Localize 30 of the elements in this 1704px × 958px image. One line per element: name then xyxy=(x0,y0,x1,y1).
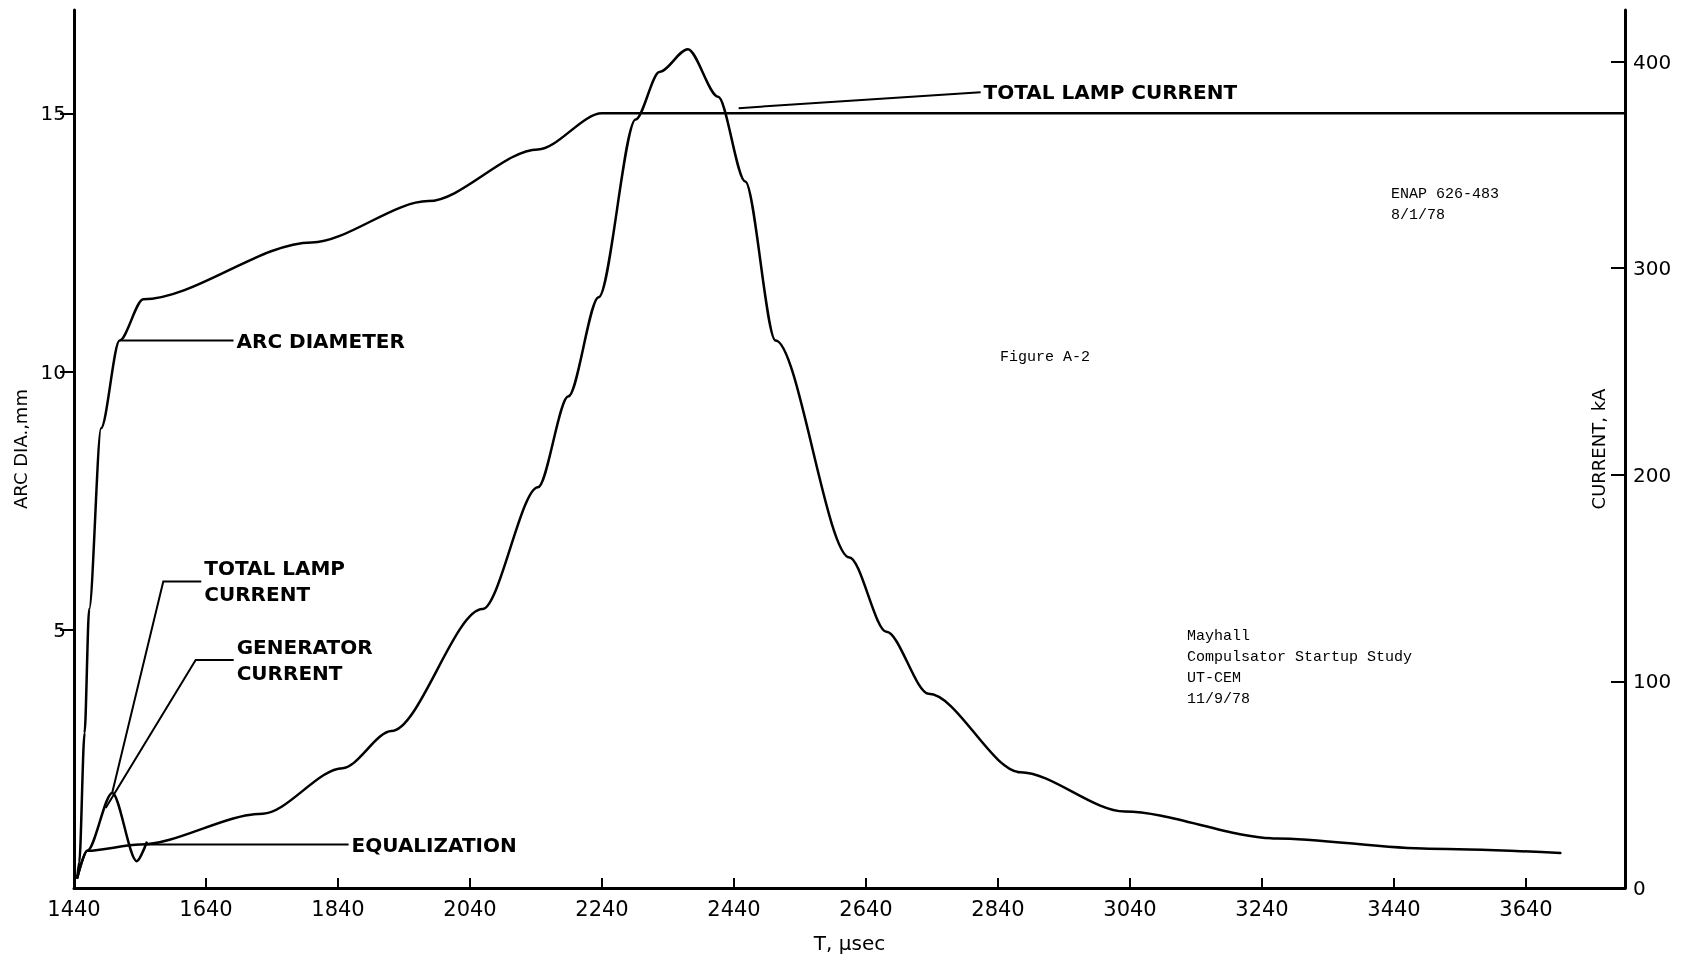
x-tick-label: 3640 xyxy=(1499,896,1553,921)
annotation: EQUALIZATION xyxy=(351,832,517,857)
annotation: ARC DIAMETER xyxy=(236,328,405,353)
x-tick-label: 1440 xyxy=(47,896,101,921)
x-tick-label: 2440 xyxy=(707,896,761,921)
annotation: TOTAL LAMP CURRENT xyxy=(204,556,345,607)
x-tick-label: 2840 xyxy=(971,896,1025,921)
x-tick-label: 2640 xyxy=(839,896,893,921)
y2-axis-title: CURRENT, kA xyxy=(1587,387,1609,510)
y-tick-label: 15 xyxy=(40,101,66,126)
annotation: Mayhall Compulsator Startup Study UT-CEM 11/9/78 xyxy=(1187,628,1413,708)
x-tick-label: 2240 xyxy=(575,896,629,921)
y2-tick-label: 100 xyxy=(1633,669,1672,694)
y2-tick-label: 200 xyxy=(1633,462,1672,487)
y2-tick-label: 400 xyxy=(1633,49,1672,74)
x-tick-label: 1640 xyxy=(179,896,233,921)
x-axis-title: T, μsec xyxy=(812,931,886,955)
annotation: GENERATOR CURRENT xyxy=(236,634,373,685)
y-tick-label: 10 xyxy=(40,359,66,384)
x-tick-label: 3240 xyxy=(1235,896,1289,921)
annotation: TOTAL LAMP CURRENT xyxy=(983,80,1238,105)
x-tick-label: 1840 xyxy=(311,896,365,921)
annotation: Figure A-2 xyxy=(1000,348,1091,366)
y2-tick-label: 0 xyxy=(1633,876,1646,900)
annotation: ENAP 626-483 8/1/78 xyxy=(1391,186,1500,224)
y2-tick-label: 300 xyxy=(1633,256,1672,281)
x-tick-label: 3040 xyxy=(1103,896,1157,921)
x-tick-label: 3440 xyxy=(1367,896,1421,921)
y-axis-title: ARC DIA.,mm xyxy=(9,389,31,509)
x-tick-label: 2040 xyxy=(443,896,497,921)
